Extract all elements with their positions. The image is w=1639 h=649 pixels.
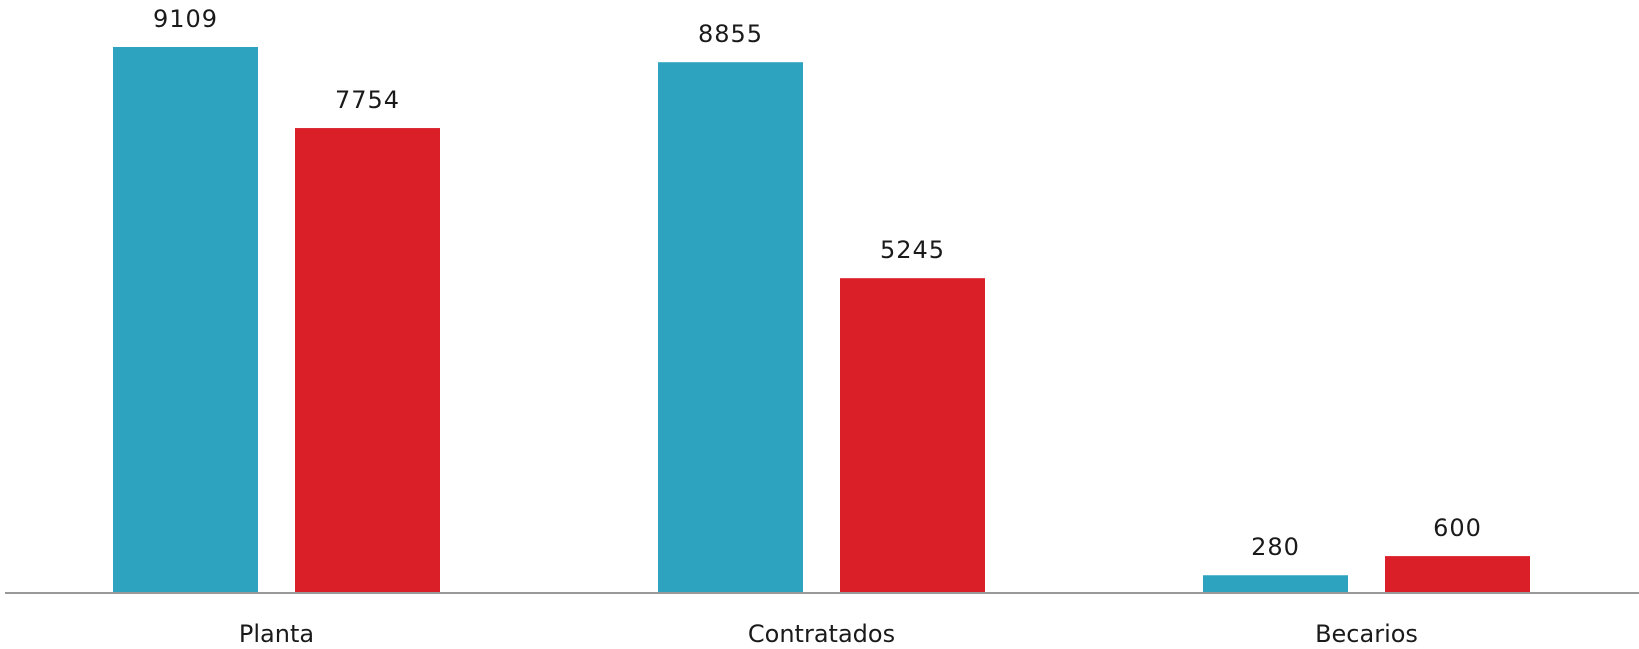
value-label-becarios-series-2: 600 — [1433, 514, 1482, 542]
value-label-becarios-series-1: 280 — [1251, 533, 1300, 561]
bar-planta-series-2 — [295, 128, 440, 592]
value-labels-group: 9109 7754 8855 5245 280 600 — [153, 5, 1482, 561]
bar-planta-series-1 — [113, 47, 258, 592]
bars-group — [113, 47, 1530, 592]
category-label-contratados: Contratados — [748, 620, 895, 648]
bar-contratados-series-2 — [840, 278, 985, 592]
value-label-planta-series-2: 7754 — [335, 86, 400, 114]
bar-becarios-series-2 — [1385, 556, 1530, 592]
bar-contratados-series-1 — [658, 62, 803, 592]
bar-becarios-series-1 — [1203, 575, 1348, 592]
value-label-contratados-series-1: 8855 — [698, 20, 763, 48]
category-label-becarios: Becarios — [1315, 620, 1418, 648]
category-labels-group: Planta Contratados Becarios — [239, 620, 1418, 648]
value-label-planta-series-1: 9109 — [153, 5, 218, 33]
value-label-contratados-series-2: 5245 — [880, 236, 945, 264]
category-label-planta: Planta — [239, 620, 314, 648]
